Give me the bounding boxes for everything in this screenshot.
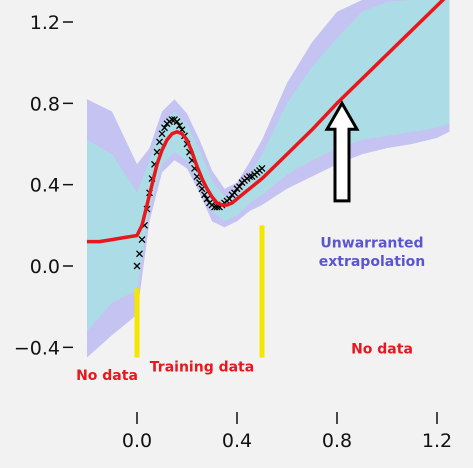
observation-point <box>198 185 206 193</box>
annotation-label: Training data <box>150 360 254 376</box>
y-tick-label: 0.4 <box>30 175 60 197</box>
x-tick-label: 0.0 <box>122 430 152 452</box>
arrow-outline <box>324 100 360 203</box>
observation-point <box>231 189 238 197</box>
x-tick-label: 0.8 <box>322 430 352 452</box>
mean-line <box>87 0 446 244</box>
observation-point <box>201 191 208 199</box>
observation-point <box>176 122 183 130</box>
mean-line-layer <box>87 0 446 244</box>
observation-point <box>203 195 211 203</box>
observation-point <box>258 164 266 172</box>
observation-point <box>226 195 233 203</box>
annotation-label: No data <box>351 341 413 357</box>
training-range-markers <box>134 225 265 358</box>
observation-point <box>173 118 181 126</box>
observation-point <box>161 124 168 132</box>
y-tick-label: 0.8 <box>30 93 60 115</box>
x-tick-label: 1.2 <box>422 430 452 452</box>
y-tick-label: −0.4 <box>14 337 60 359</box>
x-tick-label: 0.4 <box>222 430 252 452</box>
annotation-label: extrapolation <box>319 254 426 270</box>
observation-point <box>246 173 253 180</box>
axes: −0.4 0.0 0.4 0.8 1.2 0.0 0.4 0.8 1.2 <box>14 12 452 452</box>
y-tick-label: 1.2 <box>30 12 60 34</box>
annotations: No data Training data No data Unwarranted ex… <box>76 236 425 384</box>
uncertainty-bands <box>87 0 450 358</box>
observation-point <box>138 236 146 244</box>
observation-point <box>236 183 243 191</box>
observation-point <box>211 203 218 211</box>
observation-point <box>133 262 141 270</box>
annotation-label: Unwarranted <box>320 236 423 252</box>
annotation-label: No data <box>76 368 138 384</box>
observation-point <box>158 130 166 138</box>
y-tick-label: 0.0 <box>30 256 60 278</box>
observation-point <box>136 250 143 258</box>
observation-point <box>156 138 163 146</box>
observation-point <box>168 116 176 124</box>
extrapolation-arrow <box>324 100 360 203</box>
